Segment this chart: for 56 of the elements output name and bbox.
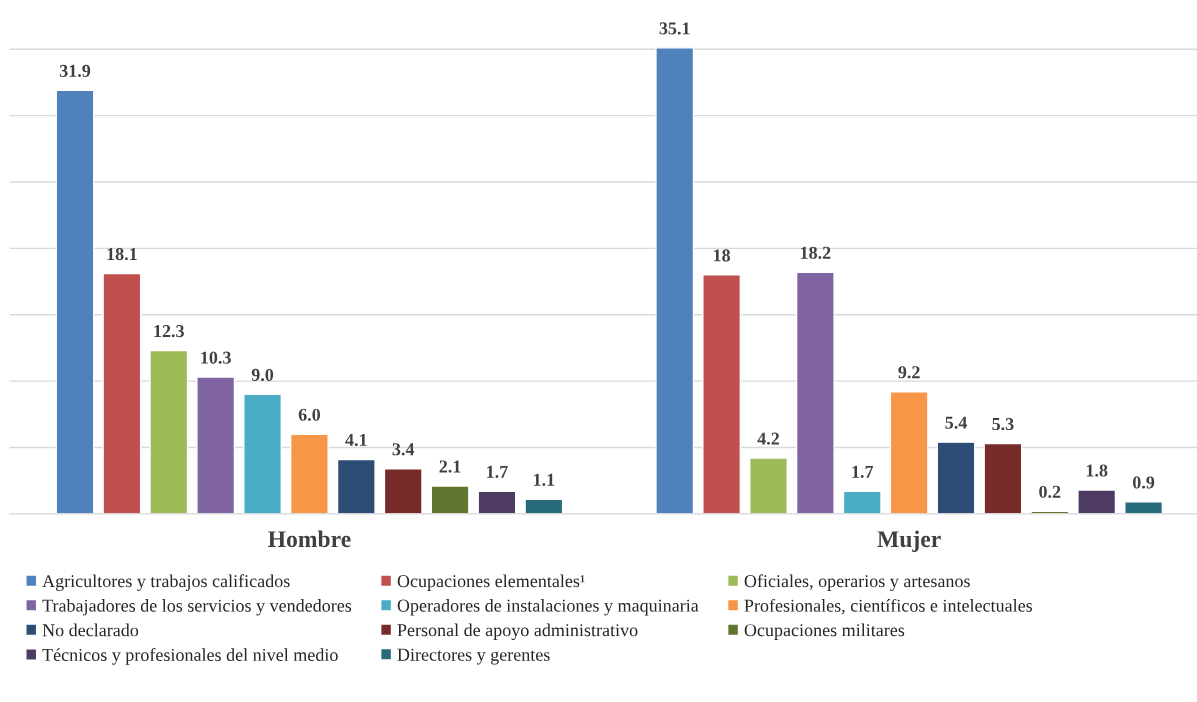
bar: [102, 272, 142, 514]
bar: [702, 274, 742, 514]
legend-label: Ocupaciones militares: [744, 623, 905, 640]
bar: [383, 468, 423, 514]
bar: [655, 47, 695, 514]
legend-label: Directores y gerentes: [397, 648, 550, 665]
legend-label: Técnicos y profesionales del nivel medio: [42, 648, 338, 665]
bar: [749, 457, 788, 514]
legend-label: Profesionales, científicos e intelectuales: [744, 598, 1033, 615]
data-label: 35.1: [659, 22, 690, 35]
legend-label: Oficiales, operarios y artesanos: [744, 574, 970, 591]
bar: [795, 271, 835, 514]
x-tick-label: Hombre: [268, 530, 351, 548]
data-label: 18.2: [801, 246, 831, 259]
legend-label: Trabajadores de los servicios y vendedores: [42, 599, 352, 616]
data-label: 12.3: [154, 325, 184, 338]
bar: [149, 349, 189, 514]
data-label: 1.7: [487, 465, 508, 478]
data-label: 4.1: [345, 433, 367, 447]
legend-label: Operadores de instalaciones y maquinaria: [397, 599, 699, 616]
bar: [430, 485, 470, 514]
x-tick-label: Mujer: [877, 530, 941, 552]
data-label: 9.0: [251, 368, 274, 382]
data-label: 5.3: [992, 417, 1014, 431]
data-label: 1.1: [534, 473, 555, 486]
data-label: 6.0: [298, 408, 321, 421]
data-label: 9.2: [898, 366, 920, 379]
data-label: 0.9: [1132, 476, 1155, 489]
bar: [983, 442, 1023, 514]
bar: [477, 490, 517, 514]
legend-label: Personal de apoyo administrativo: [397, 623, 638, 640]
bar: [243, 393, 282, 514]
bar: [524, 498, 564, 514]
data-label: 4.2: [757, 432, 779, 445]
data-label: 1.8: [1086, 464, 1108, 477]
bar: [289, 433, 329, 514]
data-label: 31.9: [59, 64, 91, 78]
data-label: 3.4: [392, 443, 415, 456]
bar: [842, 490, 882, 514]
data-label: 18: [714, 249, 731, 262]
legend-label: Agricultores y trabajos calificados: [42, 574, 290, 591]
data-label: 2.1: [439, 460, 461, 473]
data-label: 1.7: [852, 465, 874, 478]
legend-label: Ocupaciones elementales¹: [397, 574, 585, 591]
legend-label: No declarado: [42, 623, 139, 637]
bar: [1077, 489, 1117, 514]
data-label: 10.3: [201, 351, 231, 364]
bar: [936, 441, 976, 514]
data-label: 0.2: [1039, 485, 1061, 498]
bar: [196, 376, 236, 514]
bar: [889, 391, 929, 514]
bar: [336, 458, 376, 514]
data-label: 5.4: [945, 416, 967, 429]
bar: [1124, 501, 1164, 514]
bar: [55, 89, 95, 514]
data-label: 18.1: [107, 247, 137, 261]
